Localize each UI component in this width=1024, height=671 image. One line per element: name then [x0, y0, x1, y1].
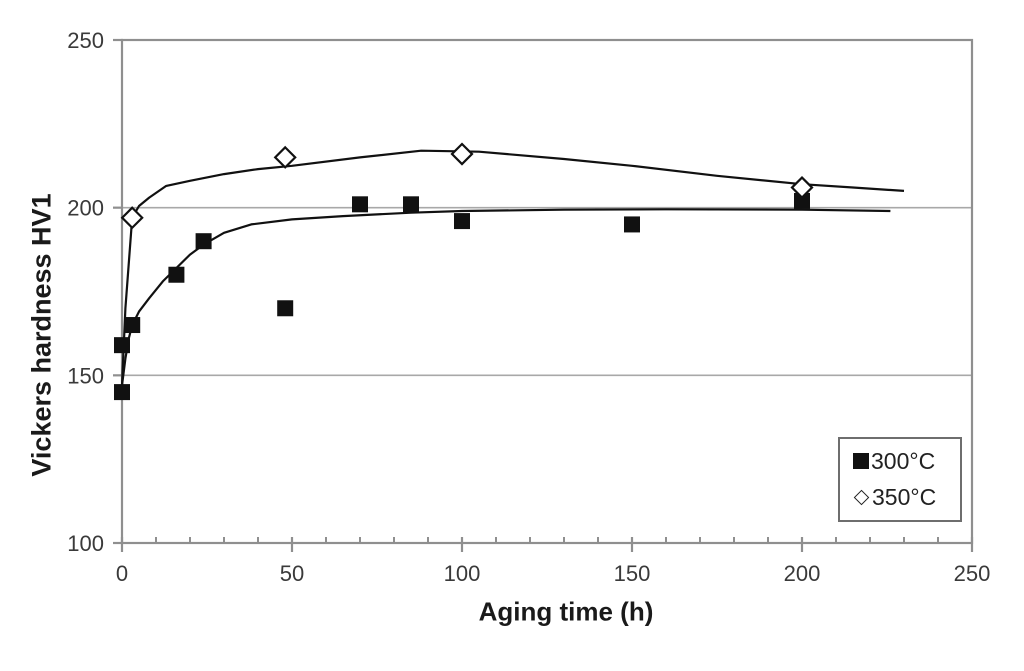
data-point-350C: [450, 142, 474, 166]
y-tick-label: 250: [67, 28, 104, 53]
x-tick-label: 100: [444, 561, 481, 586]
legend-item-300c: 300°C: [853, 447, 960, 474]
y-tick-label: 200: [67, 196, 104, 221]
data-point-300C: [195, 233, 212, 250]
data-point-300C: [794, 192, 810, 209]
y-axis-label: Vickers hardness HV1: [26, 193, 57, 477]
data-point-300C: [454, 213, 470, 230]
open-diamond-marker-icon: [853, 489, 870, 506]
x-tick-label: 150: [614, 561, 651, 586]
x-tick-label: 50: [280, 561, 304, 586]
data-point-300C: [114, 337, 130, 354]
filled-square-marker-icon: [853, 453, 869, 470]
trend-curve-350C: [120, 149, 905, 386]
data-point-300C: [352, 196, 368, 213]
x-tick-label: 200: [784, 561, 821, 586]
legend: 300°C 350°C: [838, 437, 962, 522]
data-point-300C: [124, 317, 141, 334]
x-tick-label: 0: [116, 561, 128, 586]
data-point-300C: [277, 300, 294, 317]
x-axis-label: Aging time (h): [478, 596, 654, 627]
y-tick-label: 150: [67, 363, 104, 388]
legend-item-350c: 350°C: [853, 486, 960, 509]
data-point-300C: [624, 216, 640, 233]
data-point-350C: [790, 175, 814, 200]
data-point-300C: [403, 196, 419, 213]
data-point-350C: [120, 206, 144, 230]
legend-label-350c: 350°C: [872, 484, 937, 511]
data-point-300C: [114, 384, 130, 401]
trend-curve-300C: [120, 208, 891, 386]
y-tick-label: 100: [67, 531, 104, 556]
data-point-300C: [168, 266, 185, 283]
plot-border: [120, 38, 974, 545]
legend-label-300c: 300°C: [871, 447, 936, 474]
data-point-350C: [273, 145, 297, 169]
x-tick-label: 250: [954, 561, 991, 586]
